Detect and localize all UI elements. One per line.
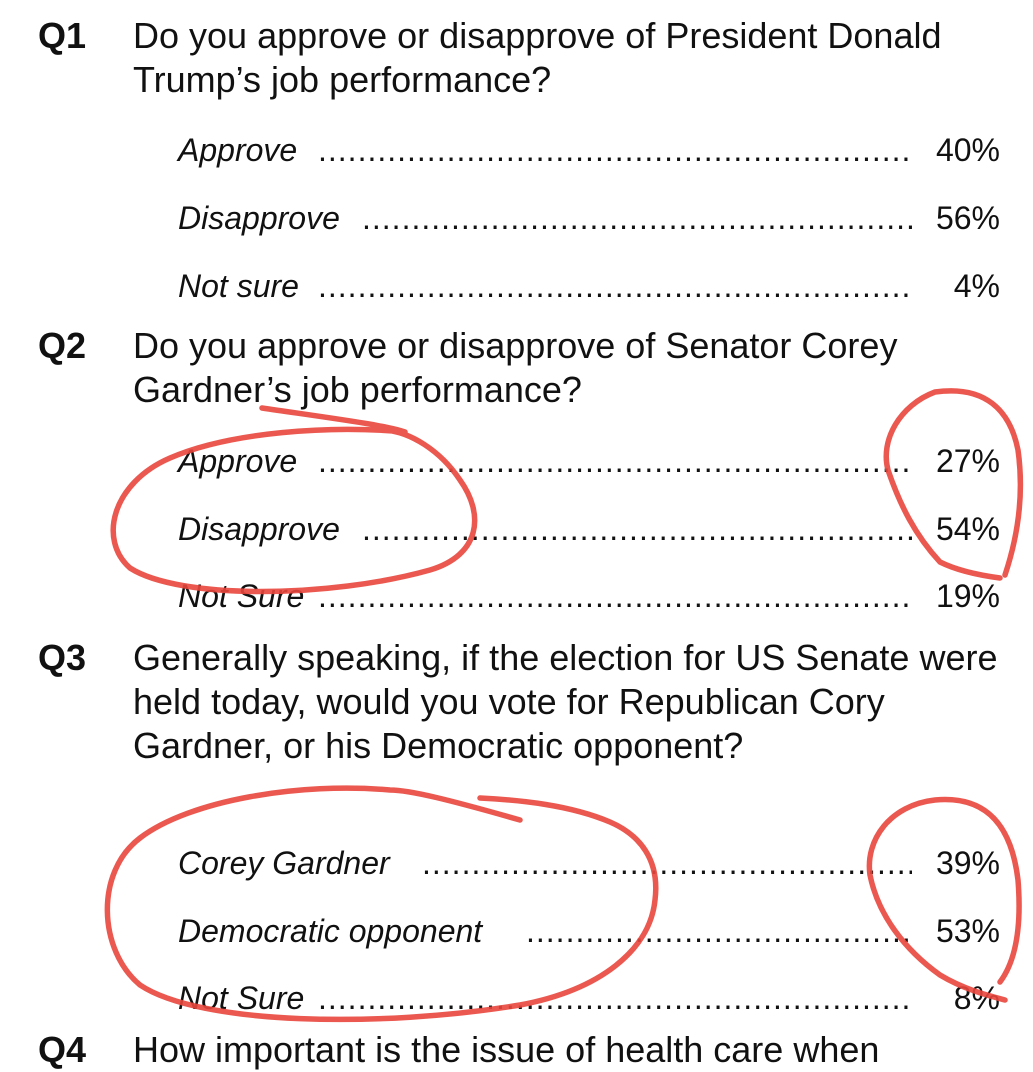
answer-row-disapprove: Disapprove .............................… xyxy=(178,509,1000,549)
question-number: Q2 xyxy=(38,325,87,366)
answer-value: 40% xyxy=(935,132,1000,168)
circle-q2-values xyxy=(883,388,1024,581)
answer-row-approve: Approve ................................… xyxy=(178,441,1000,481)
answer-label: Democratic opponent xyxy=(178,913,483,949)
question-text: Do you approve or disapprove of Presiden… xyxy=(133,15,942,100)
answer-row-corey-gardner: Corey Gardner ..........................… xyxy=(178,843,1000,883)
question-text: Do you approve or disapprove of Senator … xyxy=(133,325,898,410)
answer-label: Not Sure xyxy=(178,980,305,1016)
answer-label: Approve xyxy=(178,443,298,479)
answer-value: 4% xyxy=(953,268,1000,304)
dot-leader: ........................................… xyxy=(318,132,912,168)
question-text: How important is the issue of health car… xyxy=(133,1029,880,1070)
answer-label: Not sure xyxy=(178,268,299,304)
dot-leader: ........................................… xyxy=(422,845,912,881)
answer-row-not-sure: Not Sure ...............................… xyxy=(178,576,1000,616)
answer-value: 19% xyxy=(935,578,1000,614)
dot-leader: ........................................… xyxy=(318,578,912,614)
dot-leader: ........................................… xyxy=(318,443,912,479)
question-number: Q3 xyxy=(38,637,87,678)
answer-value: 8% xyxy=(953,980,1000,1016)
answer-value: 56% xyxy=(935,200,1000,236)
answer-row-democratic-opponent: Democratic opponent ....................… xyxy=(178,911,1000,951)
question-number: Q4 xyxy=(38,1029,87,1070)
dot-leader: ........................................… xyxy=(318,980,912,1016)
answer-row-disapprove: Disapprove .............................… xyxy=(178,198,1000,238)
dot-leader: ........................................… xyxy=(362,511,912,547)
answer-value: 39% xyxy=(935,845,1000,881)
answer-label: Approve xyxy=(178,132,298,168)
question-text: Generally speaking, if the election for … xyxy=(133,637,998,766)
circle-q2-labels xyxy=(110,405,478,595)
answer-label: Corey Gardner xyxy=(178,845,390,881)
answer-value: 54% xyxy=(935,511,1000,547)
answer-row-not-sure: Not sure ...............................… xyxy=(178,266,1000,306)
circle-q3-values xyxy=(866,796,1022,1003)
answer-row-approve: Approve ................................… xyxy=(178,130,1000,170)
answer-value: 27% xyxy=(935,443,1000,479)
answer-label: Not Sure xyxy=(178,578,305,614)
dot-leader: ........................................… xyxy=(526,913,912,949)
answer-value: 53% xyxy=(935,913,1000,949)
answer-label: Disapprove xyxy=(178,200,340,236)
answer-row-not-sure: Not Sure ...............................… xyxy=(178,978,1000,1018)
dot-leader: ........................................… xyxy=(362,200,912,236)
dot-leader: ........................................… xyxy=(318,268,912,304)
answer-label: Disapprove xyxy=(178,511,340,547)
question-number: Q1 xyxy=(38,15,87,56)
